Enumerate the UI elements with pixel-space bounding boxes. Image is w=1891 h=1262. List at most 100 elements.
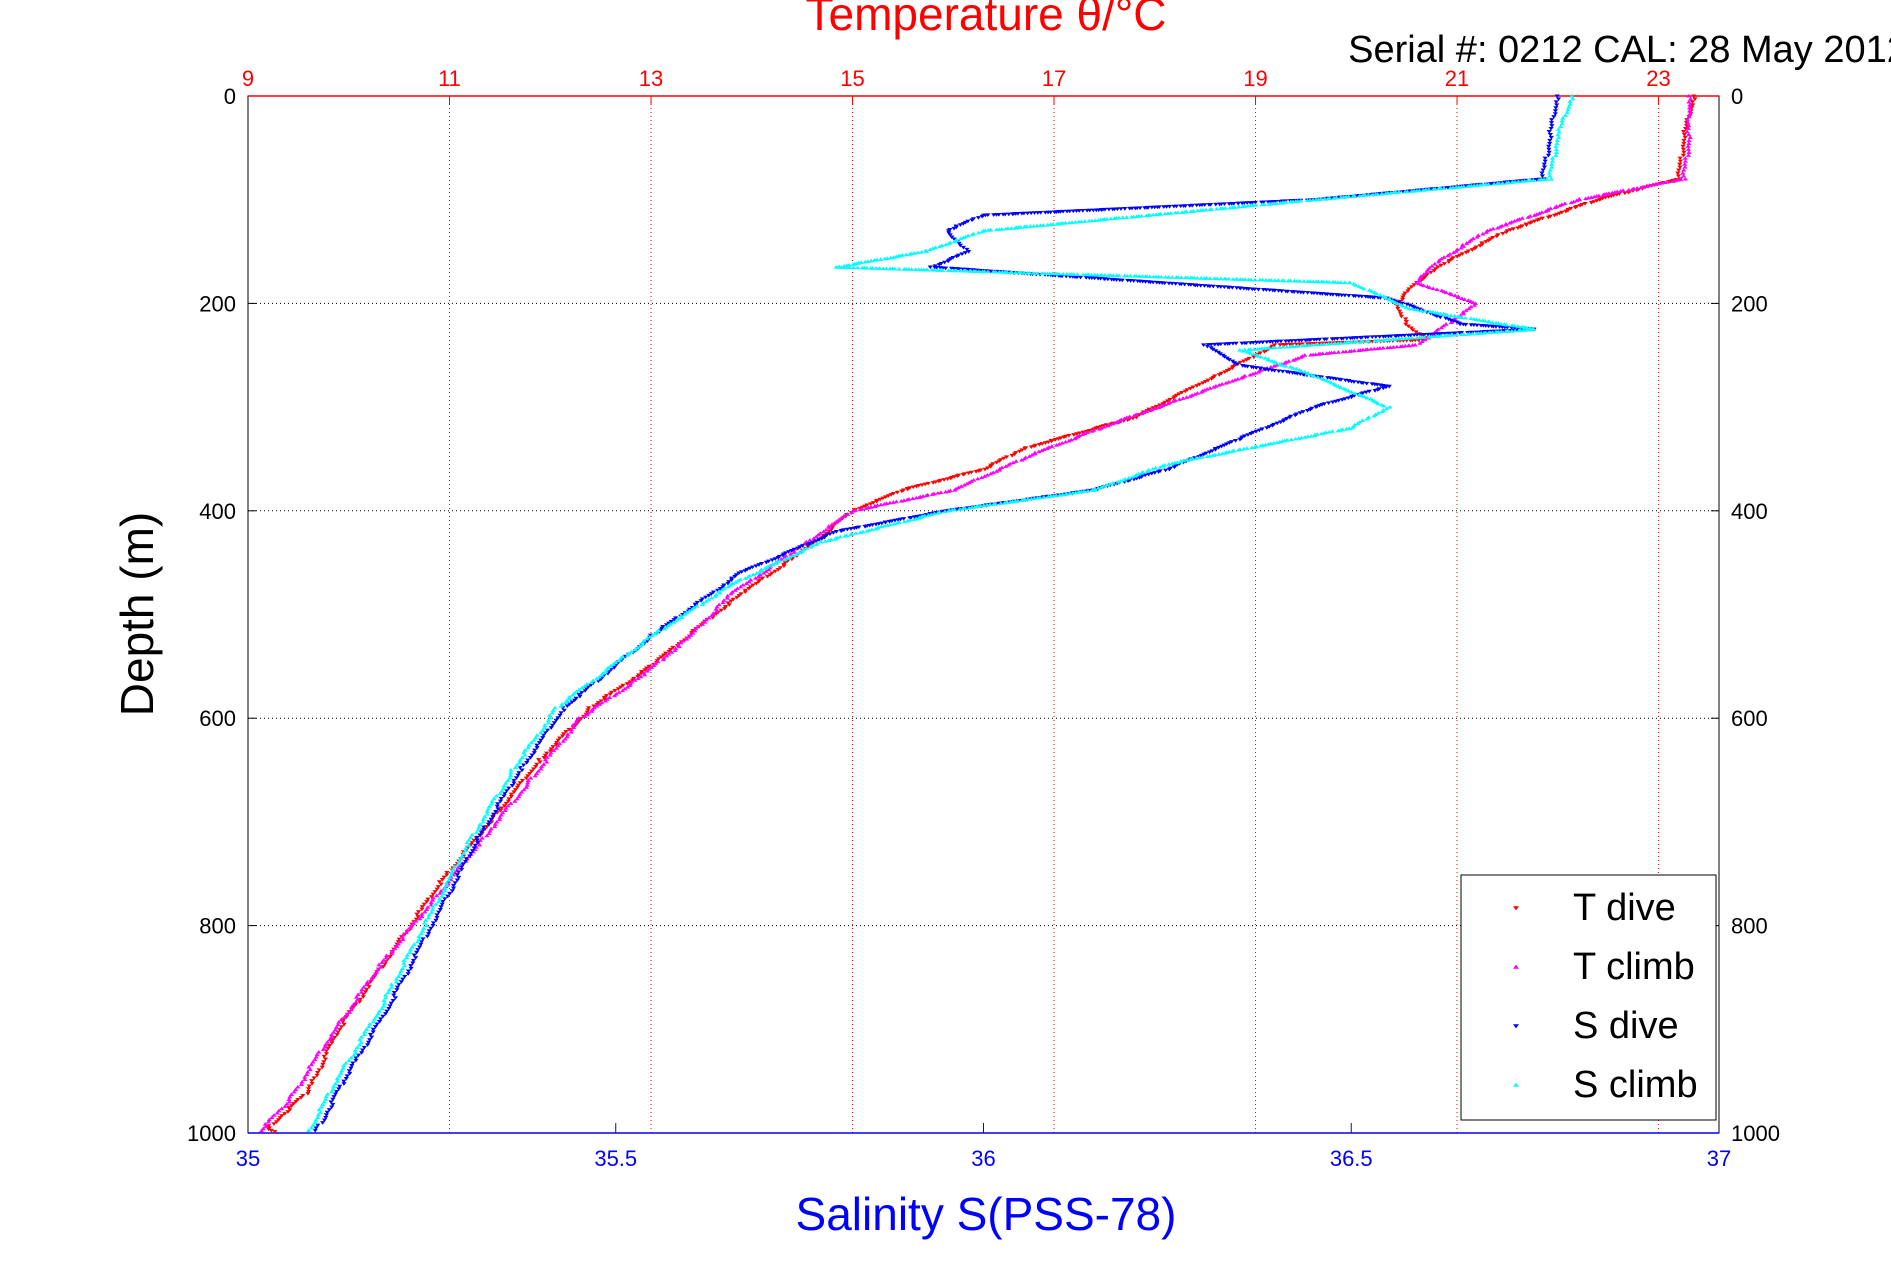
data-point: [1196, 455, 1202, 460]
data-point: [330, 1030, 337, 1034]
data-point: [1082, 219, 1088, 223]
data-point: [753, 581, 759, 586]
data-point: [1111, 216, 1118, 221]
data-point: [394, 985, 401, 990]
data-point: [302, 1077, 308, 1082]
data-point: [1227, 367, 1233, 372]
data-point: [455, 865, 461, 870]
data-point: [1108, 216, 1114, 221]
data-point: [484, 833, 490, 838]
data-point: [1477, 244, 1483, 248]
data-point: [1132, 474, 1138, 478]
data-point: [1214, 206, 1220, 211]
data-point: [725, 581, 731, 586]
data-point: [1459, 252, 1465, 256]
data-point: [1472, 246, 1478, 251]
data-point: [1470, 300, 1476, 304]
data-point: [1546, 147, 1552, 152]
data-point: [813, 534, 819, 539]
data-point: [1217, 202, 1223, 207]
data-point: [469, 849, 476, 853]
data-point: [905, 487, 911, 492]
data-point: [1547, 138, 1553, 143]
data-point: [1653, 182, 1659, 186]
data-point: [984, 502, 990, 507]
data-point: [418, 940, 425, 944]
data-point: [1302, 338, 1308, 343]
data-point: [566, 694, 572, 699]
data-point: [1287, 415, 1293, 420]
data-point: [1152, 406, 1159, 411]
data-point: [1160, 402, 1166, 406]
data-point: [1523, 223, 1530, 228]
data-point: [1688, 96, 1694, 101]
data-point: [1519, 216, 1525, 220]
data-point: [1495, 225, 1501, 230]
y-axis-label: Depth (m): [111, 512, 163, 716]
data-point: [923, 493, 929, 498]
data-point: [1217, 352, 1223, 356]
data-point: [1282, 361, 1288, 365]
data-point: [1297, 411, 1303, 415]
data-point: [266, 1127, 272, 1132]
data-point: [1239, 341, 1245, 346]
data-point: [560, 734, 566, 738]
data-point: [1380, 386, 1386, 391]
data-point: [1280, 369, 1286, 374]
data-point: [521, 787, 527, 792]
data-point: [440, 899, 446, 904]
data-point: [514, 785, 521, 790]
data-point: [1001, 500, 1008, 505]
y-tick-label-left: 0: [224, 84, 236, 109]
data-point: [883, 495, 889, 500]
data-point: [904, 497, 910, 502]
data-point: [1626, 187, 1632, 192]
data-point: [1123, 215, 1130, 219]
data-point: [743, 581, 750, 585]
x-tick-label-bottom: 36: [971, 1146, 995, 1171]
data-point: [472, 843, 478, 848]
data-point: [398, 969, 404, 973]
data-point: [525, 780, 531, 785]
data-point: [552, 705, 558, 710]
data-point: [1552, 109, 1559, 113]
data-point: [573, 696, 579, 701]
data-point: [1277, 420, 1284, 425]
data-point: [348, 1055, 354, 1060]
data-point: [1466, 239, 1472, 244]
data-point: [1682, 159, 1689, 163]
data-point: [678, 640, 684, 645]
data-point: [426, 929, 432, 934]
data-point: [1449, 292, 1455, 297]
data-point: [365, 1040, 372, 1045]
data-point: [369, 1035, 375, 1040]
data-point: [1096, 427, 1103, 431]
data-point: [1670, 179, 1676, 183]
data-point: [452, 864, 458, 869]
data-point: [1446, 317, 1452, 322]
data-point: [441, 875, 447, 880]
data-point: [864, 503, 870, 508]
data-point: [1568, 206, 1574, 211]
data-point: [535, 769, 541, 773]
data-point: [994, 460, 1000, 465]
data-point: [361, 985, 367, 989]
data-point: [410, 921, 417, 925]
data-point: [721, 586, 728, 590]
data-point: [579, 690, 585, 695]
data-point: [661, 653, 667, 658]
data-point: [321, 1054, 327, 1059]
data-point: [359, 1048, 366, 1053]
data-point: [1226, 358, 1232, 362]
data-point: [1292, 199, 1299, 203]
data-point: [323, 1094, 329, 1099]
data-point: [320, 1047, 326, 1052]
data-point: [870, 266, 876, 270]
data-point: [1406, 336, 1412, 340]
data-point: [331, 1084, 337, 1088]
data-point: [319, 1065, 325, 1070]
data-point: [436, 880, 442, 884]
data-point: [464, 840, 470, 845]
data-point: [1184, 395, 1190, 399]
